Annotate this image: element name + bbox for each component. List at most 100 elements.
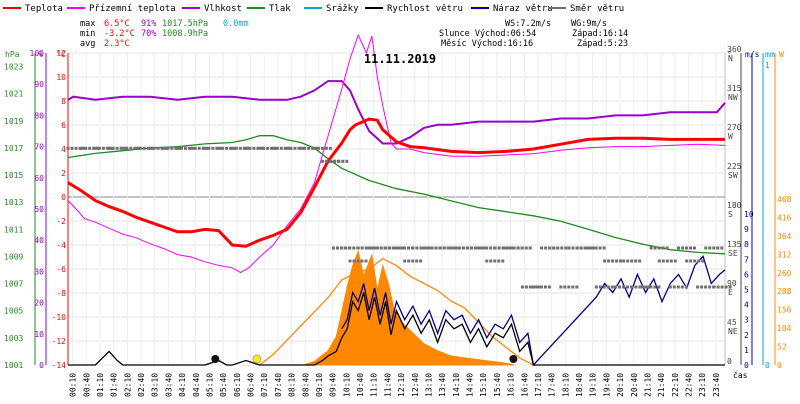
wind-direction-point: [720, 246, 724, 250]
wind-direction-point: [307, 146, 311, 150]
wind-direction-point: [708, 285, 712, 289]
time-tick: 06:40: [247, 373, 256, 397]
direction-tick-label: SE: [728, 249, 738, 258]
wind-direction-point: [207, 146, 211, 150]
time-tick: 14:10: [452, 373, 461, 397]
wind-direction-point: [156, 146, 160, 150]
legend: Teplota Přízemní teplota Vlhkost Tlak Srážky…: [3, 4, 624, 14]
wind-direction-point: [540, 246, 544, 250]
wind-direction-point: [638, 259, 642, 263]
wind-direction-point: [364, 246, 368, 250]
direction-unit: °: [727, 50, 732, 59]
time-tick: 22:10: [671, 373, 680, 397]
direction-tick: 90: [727, 279, 737, 288]
wind-direction-point: [618, 285, 621, 289]
time-tick: 11:40: [383, 373, 392, 397]
legend-label: Vlhkost: [204, 4, 242, 14]
wind-direction-point: [634, 285, 638, 289]
wind-direction-point: [497, 259, 501, 263]
wind-direction-point: [392, 246, 396, 250]
humidity-tick: 30: [34, 267, 44, 276]
wind-direction-point: [700, 285, 704, 289]
wind-direction-point: [508, 246, 512, 250]
time-tick: 23:40: [712, 373, 721, 397]
time-tick: 00:40: [82, 373, 91, 397]
wind-direction-point: [121, 146, 125, 150]
wind-direction-point: [645, 285, 649, 289]
wind-direction-point: [197, 146, 201, 150]
direction-tick-label: S: [728, 210, 733, 219]
wind-direction-point: [681, 246, 684, 250]
wind-direction-point: [661, 259, 665, 263]
wind-direction-point: [607, 259, 611, 263]
wind-direction-point: [622, 259, 626, 263]
series-line-wind-gust: [341, 255, 726, 367]
pressure-tick: 1009: [4, 252, 23, 261]
time-tick: 23:10: [698, 373, 707, 397]
wind-direction-point: [556, 246, 560, 250]
wind-direction-point: [575, 285, 579, 289]
stat-humidity: 70%: [141, 29, 156, 39]
wind-direction-point: [188, 146, 191, 150]
wind-direction-point: [336, 246, 339, 250]
wind-direction-point: [109, 146, 113, 150]
stat-pressure: 1017.5hPa: [162, 19, 208, 29]
time-tick: 21:40: [657, 373, 666, 397]
wind-direction-point: [356, 246, 360, 250]
wind-direction-point: [178, 146, 182, 150]
wind-direction-point: [520, 285, 524, 289]
wind-direction-point: [622, 285, 625, 289]
wind-direction-point: [379, 246, 383, 250]
direction-tick: 0: [727, 357, 732, 366]
time-tick: 15:40: [493, 373, 502, 397]
sunrise-marker: [252, 354, 262, 364]
humidity-tick: 40: [34, 236, 44, 245]
wind-direction-point: [689, 246, 692, 250]
time-tick: 19:10: [589, 373, 598, 397]
legend-label: Rychlost větru: [387, 4, 463, 14]
time-tick: 21:10: [643, 373, 652, 397]
wind-direction-point: [693, 259, 697, 263]
wind-direction-point: [82, 146, 86, 150]
wind-direction-point: [579, 246, 583, 250]
pressure-tick: 1015: [4, 171, 23, 180]
wind-direction-point: [174, 146, 178, 150]
wind-direction-point: [411, 259, 415, 263]
wind-direction-point: [129, 146, 133, 150]
wind-direction-point: [101, 146, 105, 150]
wind-direction-point: [345, 159, 349, 163]
wind-direction-point: [266, 146, 270, 150]
solar-tick: 208: [777, 287, 792, 296]
wind-direction-point: [337, 159, 341, 163]
wind-direction-point: [672, 285, 676, 289]
pressure-tick: 1007: [4, 280, 23, 289]
wind-direction-point: [422, 246, 426, 250]
wind-direction-point: [246, 146, 250, 150]
temperature-tick: 6: [61, 121, 66, 130]
wind-direction-point: [70, 146, 74, 150]
series-line-wind-speed: [68, 292, 725, 366]
wind-direction-point: [676, 285, 680, 289]
wind-direction-point: [415, 246, 419, 250]
time-tick: 15:10: [479, 373, 488, 397]
info-b: Západ:5:23: [577, 39, 628, 49]
stat-label: min: [80, 29, 95, 39]
wind-direction-point: [138, 146, 142, 150]
wind-direction-point: [430, 246, 434, 250]
wind-direction-point: [563, 285, 567, 289]
wind-direction-point: [399, 246, 402, 250]
wind-direction-point: [134, 146, 138, 150]
wind-direction-point: [205, 146, 209, 150]
wind-direction-point: [684, 285, 688, 289]
wind-direction-point: [180, 146, 183, 150]
wind-direction-point: [78, 146, 82, 150]
wind-direction-point: [348, 246, 352, 250]
pressure-unit: hPa: [5, 50, 20, 59]
wind-direction-point: [426, 246, 430, 250]
humidity-tick: 100: [30, 49, 45, 58]
wind-direction-point: [332, 246, 335, 250]
stat-label: avg: [80, 39, 95, 49]
temperature-tick: -8: [56, 289, 66, 298]
wind-direction-point: [594, 246, 598, 250]
humidity-tick: 90: [34, 80, 44, 89]
